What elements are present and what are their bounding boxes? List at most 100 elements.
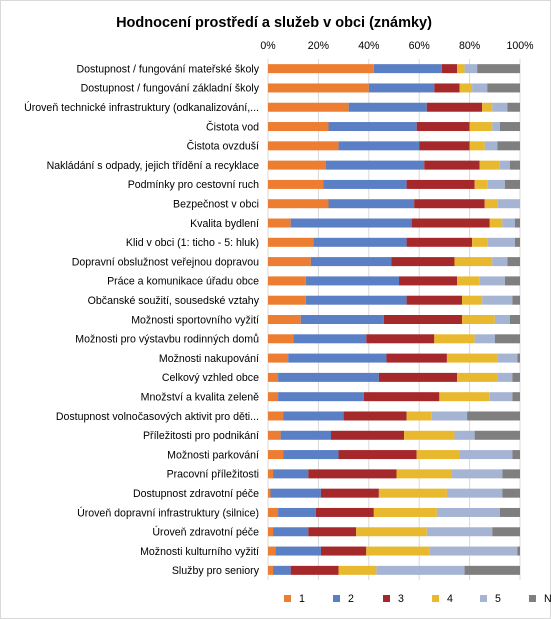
bar-segment-1	[268, 315, 301, 324]
bar-segment-4	[338, 565, 377, 575]
category-label: Úroveň zdravotní péče	[152, 526, 259, 539]
bar-segment-1	[268, 237, 314, 247]
legend-swatch	[529, 595, 536, 602]
bar-segment-3	[320, 488, 379, 498]
category-label: Pracovní příležitosti	[167, 469, 259, 481]
bar-segment-1	[268, 527, 274, 537]
bar-segment-2	[368, 83, 435, 93]
bar-segment-2	[273, 527, 309, 537]
bar-segment-nev-m	[502, 488, 520, 498]
bar-segment-3	[414, 199, 485, 209]
bar-segment-nev-m	[492, 527, 520, 537]
legend-label: 1	[299, 593, 305, 605]
bar-segment-4	[446, 353, 498, 363]
bar-segment-3	[399, 276, 457, 286]
bar-segment-5	[482, 295, 513, 305]
bar-segment-5	[497, 353, 518, 363]
x-tick-label: 80%	[459, 40, 481, 52]
bar-segment-3	[426, 102, 483, 112]
bar-segment-4	[378, 488, 447, 498]
legend-swatch	[432, 595, 439, 602]
bar-segment-nev-m	[514, 218, 520, 228]
bar-segment-1	[268, 257, 311, 267]
bar-segment-4	[482, 102, 493, 112]
bar-segment-nev-m	[512, 295, 520, 305]
chart-title: Hodnocení prostředí a služeb v obci (zná…	[116, 15, 432, 31]
bar-segment-2	[280, 430, 331, 440]
bar-segment-4	[373, 507, 437, 517]
bar-segment-1	[268, 199, 329, 209]
bar-segment-5	[451, 469, 503, 479]
bar-segment-3	[331, 430, 405, 440]
bar-segment-5	[464, 64, 478, 74]
bar-segment-2	[283, 411, 344, 421]
bar-segment-4	[469, 141, 485, 151]
bar-segment-2	[328, 199, 415, 209]
bar-segment-2	[278, 507, 316, 517]
bar-segment-4	[356, 527, 427, 537]
bar-segment-2	[313, 237, 407, 247]
bar-segment-3	[308, 469, 397, 479]
category-label: Dostupnost / fungování mateřské školy	[76, 63, 259, 75]
category-label: Podmínky pro cestovní ruch	[128, 179, 259, 191]
bar-segment-5	[431, 411, 468, 421]
bar-segment-1	[268, 469, 274, 479]
bar-segment-nev-m	[509, 315, 520, 324]
category-label: Možnosti kulturního vyžití	[140, 546, 259, 558]
bar-segment-4	[406, 411, 432, 421]
bar-segment-nev-m	[512, 450, 520, 460]
x-tick-label: 100%	[506, 40, 534, 52]
bar-segment-1	[268, 64, 374, 74]
bar-segment-1	[268, 430, 281, 440]
bar-segment-5	[479, 276, 505, 286]
bar-segment-2	[283, 450, 339, 460]
bar-segment-1	[268, 102, 349, 112]
bar-segment-3	[411, 218, 490, 228]
bar-segment-3	[343, 411, 407, 421]
bar-segment-3	[338, 450, 417, 460]
bar-segment-4	[489, 218, 503, 228]
bar-segment-4	[462, 315, 495, 324]
bar-segment-2	[338, 141, 420, 151]
bar-segment-5	[492, 122, 500, 132]
bar-segment-4	[396, 469, 452, 479]
category-label: Práce a komunikace úřadu obce	[107, 276, 259, 288]
bar-segment-5	[459, 450, 513, 460]
bar-segment-2	[323, 179, 407, 189]
bar-segment-3	[383, 315, 463, 324]
bar-segment-1	[268, 83, 369, 93]
category-label: Občanské soužití, sousedské vztahy	[88, 295, 260, 307]
bar-segment-5	[454, 430, 475, 440]
bar-segment-nev-m	[474, 430, 520, 440]
category-label: Čistota vod	[206, 120, 259, 133]
category-label: Služby pro seniory	[172, 565, 260, 577]
category-label: Příležitosti pro podnikání	[143, 430, 259, 442]
bar-segment-1	[268, 179, 324, 189]
bar-segment-nev-m	[499, 122, 520, 132]
bar-segment-5	[497, 372, 513, 382]
bar-segment-5	[436, 507, 500, 517]
bar-segment-5	[484, 141, 498, 151]
bar-segment-3	[386, 353, 447, 363]
bar-segment-4	[474, 179, 488, 189]
bar-segment-5	[497, 199, 520, 209]
bar-segment-4	[457, 64, 465, 74]
bar-segment-3	[290, 565, 339, 575]
x-tick-label: 40%	[358, 40, 380, 52]
x-tick-label: 20%	[308, 40, 330, 52]
bar-segment-4	[472, 237, 488, 247]
bar-segment-2	[305, 295, 407, 305]
bar-segment-2	[288, 353, 387, 363]
bar-segment-5	[487, 237, 515, 247]
bar-segment-2	[373, 64, 442, 74]
bar-segment-nev-m	[517, 546, 520, 556]
x-tick-label: 60%	[409, 40, 431, 52]
bars	[268, 64, 520, 575]
legend-swatch	[480, 595, 487, 602]
bar-segment-2	[270, 488, 321, 498]
bar-segment-nev-m	[507, 257, 520, 267]
bar-segment-1	[268, 218, 291, 228]
bar-segment-3	[406, 237, 473, 247]
bar-segment-3	[308, 527, 357, 537]
bar-segment-1	[268, 353, 289, 363]
